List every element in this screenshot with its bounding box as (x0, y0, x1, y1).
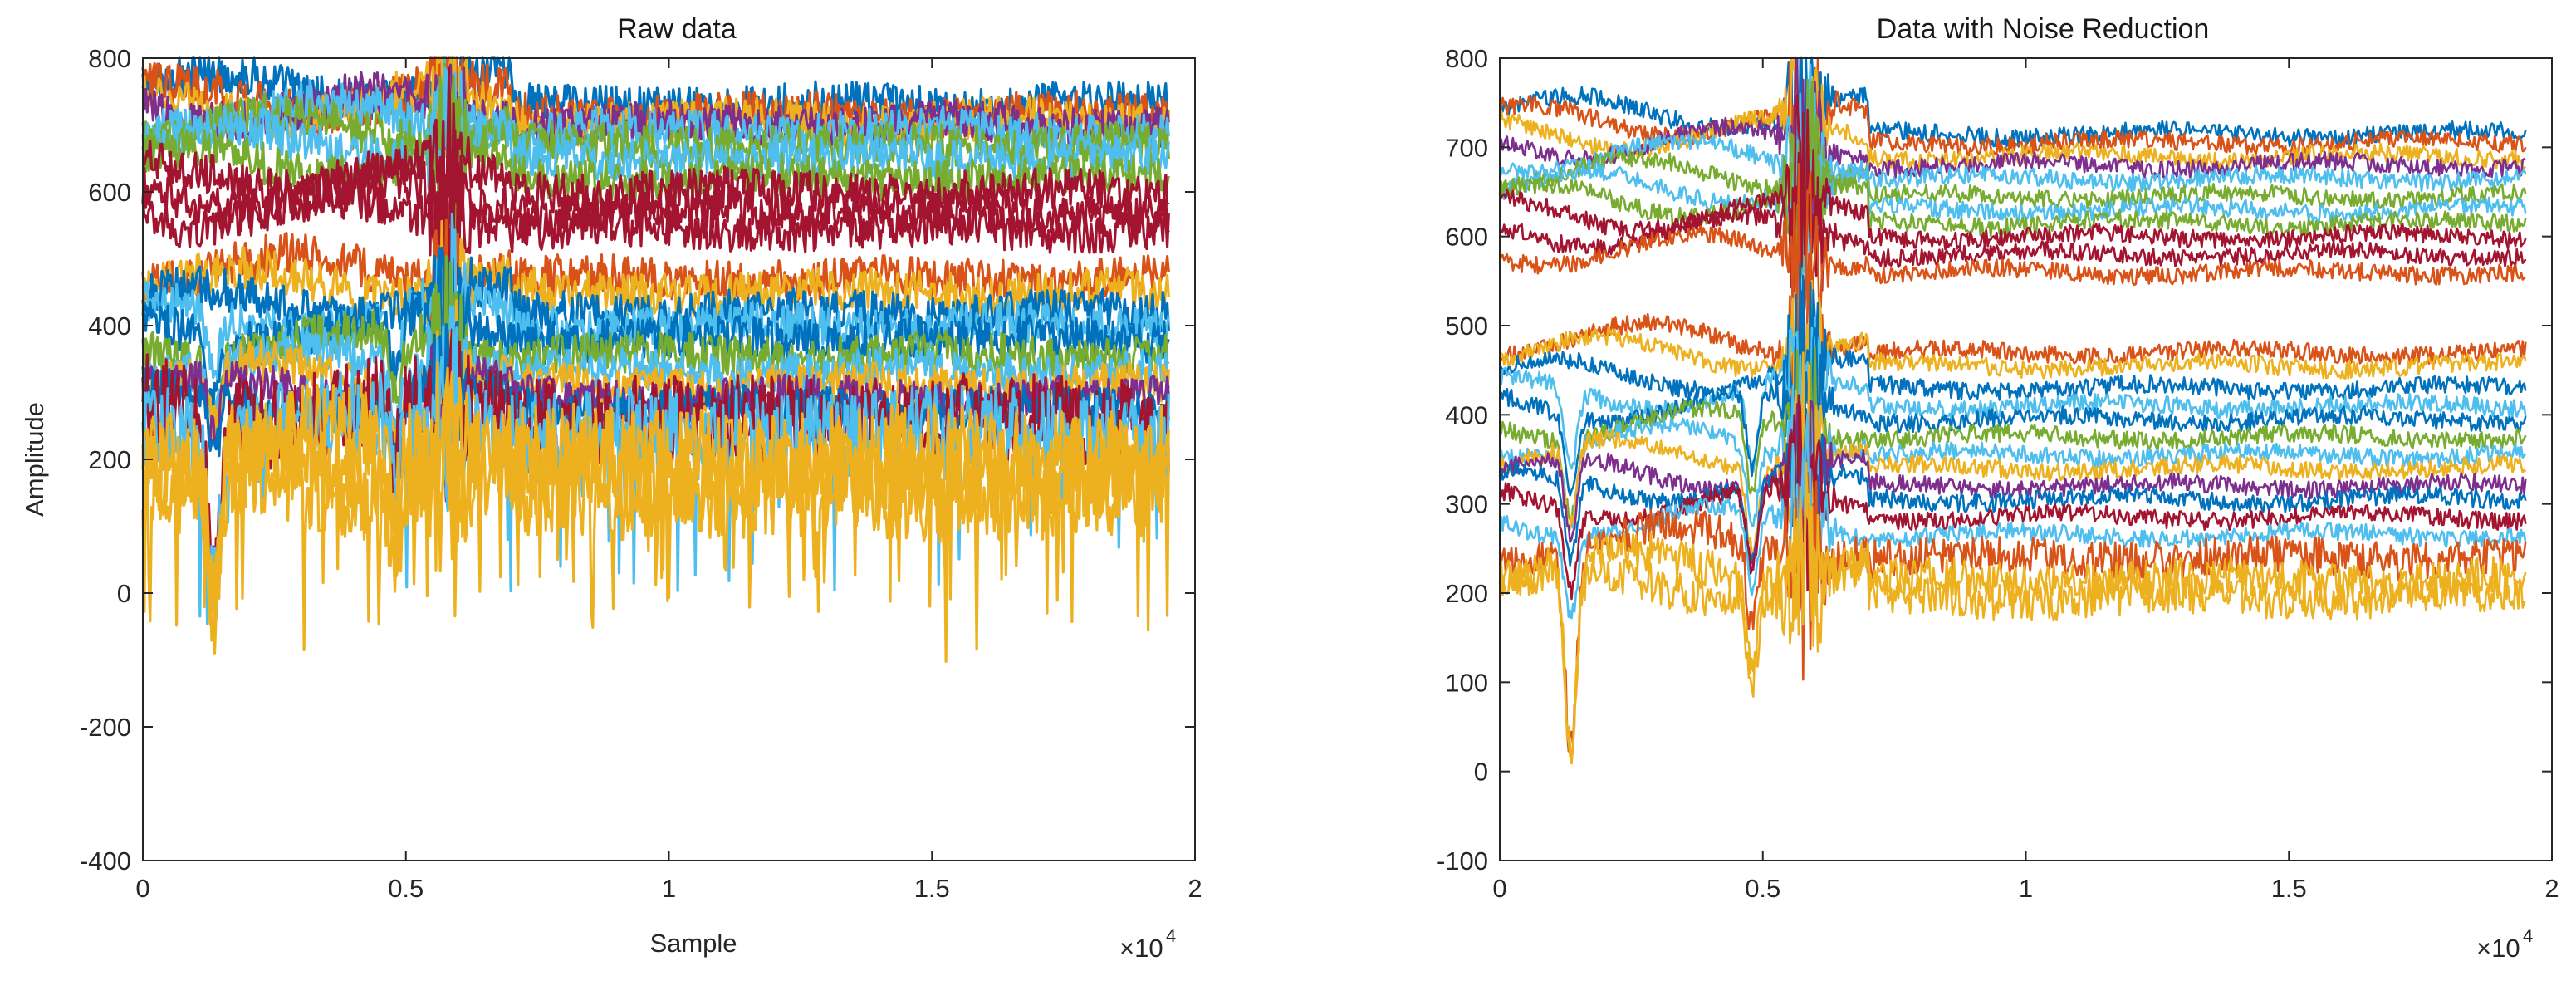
series-line (141, 169, 1170, 309)
x-tick-label: 1 (662, 874, 676, 903)
y-tick-label: -100 (1437, 846, 1488, 876)
y-tick-label: 800 (1445, 44, 1488, 73)
series-line (1498, 351, 2527, 556)
y-tick-label: -400 (80, 846, 131, 876)
x-axis-label: Sample (649, 929, 737, 958)
exponent-power: 4 (2523, 925, 2533, 946)
x-tick-label: 0 (1492, 874, 1506, 903)
exponent-base: ×10 (2476, 934, 2520, 963)
y-tick-label: 0 (117, 579, 131, 608)
y-tick-label: 500 (1445, 311, 1488, 341)
noise-reduction-panel: Data with Noise Reduction 0 0.5 1 1.5 2 -100… (1437, 13, 2559, 963)
series-line (141, 218, 1170, 351)
x-axis: 0 0.5 1 1.5 2 (1492, 58, 2559, 903)
chart-title: Data with Noise Reduction (1877, 13, 2210, 45)
x-tick-label: 0.5 (1745, 874, 1780, 903)
series-line (1498, 461, 2526, 758)
chart-title: Raw data (617, 13, 737, 45)
series-line (1498, 139, 2527, 330)
x-exponent-label: ×10 4 (2476, 925, 2533, 963)
y-tick-label: 700 (1445, 133, 1488, 162)
series-line (1498, 262, 2527, 457)
series-line (1498, 253, 2527, 446)
series-line (141, 325, 1170, 605)
x-axis: 0 0.5 1 1.5 2 (135, 58, 1202, 903)
series-group (1498, 56, 2527, 765)
y-axis-label: Amplitude (20, 402, 49, 517)
series-line (1498, 400, 2527, 571)
y-tick-label: 100 (1445, 668, 1488, 697)
x-tick-label: 1.5 (914, 874, 950, 903)
series-line (1498, 478, 2527, 765)
series-line (1499, 279, 2527, 448)
exponent-base: ×10 (1119, 934, 1163, 963)
y-tick-label: 400 (1445, 400, 1488, 429)
series-line (1498, 471, 2527, 753)
raw-data-panel: Raw data 0 0.5 1 1.5 2 -400 -200 0 200 400 600 800… (20, 13, 1202, 963)
y-tick-label: 200 (88, 445, 131, 474)
y-tick-label: 0 (1474, 758, 1488, 787)
series-line (141, 219, 1170, 385)
y-tick-label: 600 (88, 178, 131, 207)
series-line (1498, 78, 2527, 262)
x-tick-label: 0.5 (388, 874, 424, 903)
y-tick-label: -200 (80, 713, 131, 742)
x-tick-label: 1 (2019, 874, 2033, 903)
y-axis: -400 -200 0 200 400 600 800 (80, 44, 1195, 876)
y-axis: -100 0 100 200 300 400 500 600 700 800 (1437, 44, 2552, 876)
series-line (1498, 63, 2527, 277)
y-tick-label: 400 (88, 311, 131, 341)
series-line (1498, 346, 2527, 525)
x-tick-label: 1.5 (2271, 874, 2307, 903)
series-line (1498, 81, 2527, 294)
x-exponent-label: ×10 4 (1119, 925, 1176, 963)
series-line (1498, 162, 2526, 344)
series-line (141, 299, 1170, 468)
series-line (1498, 139, 2527, 291)
series-line (1499, 413, 2527, 620)
x-tick-label: 2 (1188, 874, 1202, 903)
series-line (141, 66, 1170, 220)
series-line (141, 383, 1170, 663)
y-tick-label: 300 (1445, 490, 1488, 519)
y-tick-label: 800 (88, 44, 131, 73)
series-line (1499, 354, 2527, 551)
series-line (141, 62, 1170, 204)
y-tick-label: 600 (1445, 223, 1488, 252)
series-group (141, 56, 1170, 663)
x-tick-label: 0 (135, 874, 149, 903)
y-tick-label: 200 (1445, 579, 1488, 608)
x-tick-label: 2 (2544, 874, 2559, 903)
exponent-power: 4 (1166, 925, 1176, 946)
